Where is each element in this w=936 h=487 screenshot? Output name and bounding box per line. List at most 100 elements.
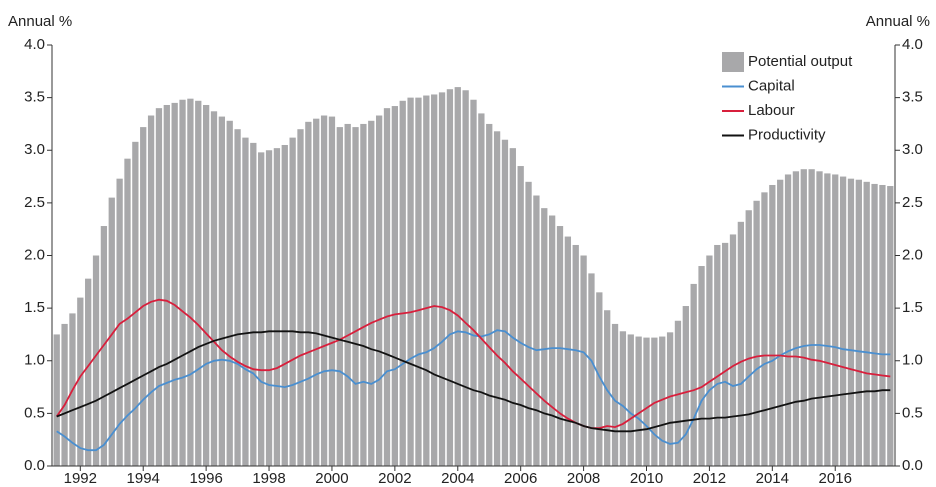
legend-label: Productivity — [748, 126, 826, 143]
bar — [847, 178, 855, 467]
line — [55, 298, 891, 429]
bar — [808, 169, 815, 466]
bar — [132, 141, 139, 466]
bar — [77, 297, 84, 466]
x-tick-label: 2012 — [693, 470, 726, 487]
bar — [407, 97, 414, 466]
bar — [391, 106, 399, 467]
y2-tick-label: 3.0 — [902, 141, 923, 158]
bar — [147, 115, 155, 466]
bar — [61, 323, 68, 466]
bar — [698, 266, 705, 466]
bar — [163, 104, 170, 467]
bar — [839, 176, 847, 466]
bar — [619, 331, 627, 466]
bar — [226, 120, 233, 466]
y-tick-label: 3.5 — [24, 89, 45, 106]
line — [56, 330, 891, 433]
bar — [53, 334, 60, 466]
bar — [651, 337, 658, 466]
bar — [729, 234, 737, 466]
bar — [596, 292, 603, 466]
bar — [588, 273, 595, 466]
bar — [171, 102, 178, 466]
bar — [108, 197, 115, 467]
bar — [832, 174, 839, 466]
bar — [556, 226, 564, 466]
bar — [383, 108, 391, 467]
y-tick-label: 4.0 — [24, 36, 45, 53]
bar — [887, 186, 894, 466]
legend-swatch — [722, 52, 744, 72]
bar — [721, 242, 729, 466]
bar — [478, 113, 485, 466]
bar — [517, 166, 524, 466]
bar — [855, 179, 862, 466]
bar — [446, 89, 454, 466]
legend-label: Labour — [748, 102, 795, 119]
y-tick-label: 1.5 — [24, 299, 45, 316]
bar — [155, 108, 163, 467]
bar — [572, 244, 579, 466]
y2-tick-label: 0.5 — [902, 404, 923, 421]
bar — [234, 129, 241, 466]
bar — [611, 323, 619, 466]
bar — [674, 320, 682, 466]
bar — [769, 184, 776, 467]
bar — [281, 144, 288, 467]
bar — [313, 118, 320, 467]
y-tick-label: 2.0 — [24, 246, 45, 263]
bar — [548, 215, 556, 466]
x-tick-label: 1996 — [189, 470, 222, 487]
bar — [415, 97, 422, 466]
bar — [210, 111, 218, 467]
bar — [289, 137, 296, 466]
bar — [187, 98, 194, 467]
bar — [320, 115, 328, 466]
bar — [297, 129, 304, 466]
bar — [336, 127, 343, 466]
bar — [368, 120, 375, 466]
y2-tick-label: 4.0 — [902, 36, 923, 53]
x-tick-label: 2014 — [756, 470, 789, 487]
y-tick-label: 0.5 — [24, 404, 45, 421]
bar — [564, 236, 572, 466]
bar — [454, 87, 461, 466]
x-tick-label: 1992 — [64, 470, 97, 487]
bar — [328, 116, 336, 466]
y-axis-label: Annual % — [8, 13, 72, 30]
bar — [541, 208, 548, 466]
bar — [250, 142, 257, 466]
bar — [800, 169, 807, 466]
bar — [580, 255, 587, 466]
bar — [501, 139, 509, 466]
x-tick-label: 2000 — [315, 470, 348, 487]
y-tick-label: 0.0 — [24, 457, 45, 474]
bar — [399, 100, 406, 466]
bar — [643, 337, 650, 466]
x-tick-label: 2010 — [630, 470, 663, 487]
bar — [140, 127, 147, 466]
legend-label: Potential output — [748, 53, 853, 70]
bar — [659, 336, 666, 466]
bar — [124, 158, 131, 467]
bar — [195, 100, 202, 466]
x-tick-label: 2004 — [441, 470, 474, 487]
bar — [438, 92, 446, 467]
bar — [714, 244, 721, 466]
y2-tick-label: 2.5 — [902, 194, 923, 211]
bar — [375, 115, 383, 466]
bar — [863, 181, 870, 466]
bar — [604, 310, 611, 466]
y2-tick-label: 3.5 — [902, 89, 923, 106]
bar — [761, 192, 768, 466]
y2-tick-label: 1.0 — [902, 352, 923, 369]
bar — [92, 255, 100, 466]
bar — [879, 184, 886, 467]
bar — [690, 283, 697, 466]
bar — [344, 123, 351, 466]
bar — [202, 104, 210, 467]
x-tick-label: 2006 — [504, 470, 537, 487]
bar — [509, 148, 516, 466]
